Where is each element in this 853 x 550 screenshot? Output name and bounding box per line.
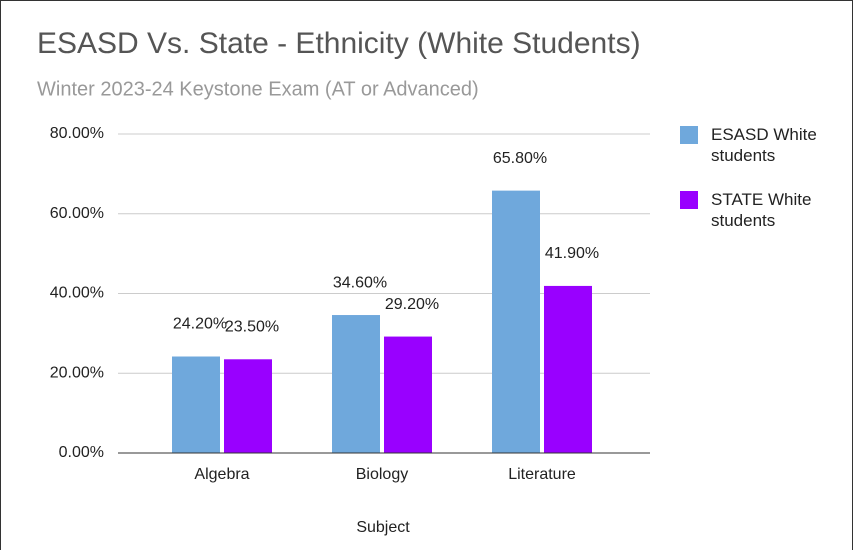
y-tick-label: 40.00%	[50, 285, 104, 302]
bar	[384, 336, 432, 453]
legend-label: STATE White students	[711, 190, 812, 230]
legend-item: ESASD White students	[680, 124, 820, 166]
y-tick-label: 60.00%	[50, 205, 104, 222]
data-label: 34.60%	[333, 274, 387, 291]
bar	[224, 359, 272, 453]
legend-label: ESASD White students	[711, 125, 817, 165]
y-tick-label: 20.00%	[50, 364, 104, 381]
bar	[332, 315, 380, 453]
x-tick-label: Biology	[356, 466, 408, 483]
data-label: 41.90%	[545, 245, 599, 262]
data-label: 24.20%	[173, 316, 227, 333]
x-tick-label: Literature	[508, 466, 576, 483]
bar	[544, 285, 592, 453]
legend-swatch	[680, 191, 698, 209]
x-axis-label: Subject	[356, 519, 410, 536]
legend-item: STATE White students	[680, 189, 820, 231]
x-tick-label: Algebra	[194, 466, 249, 483]
legend-swatch	[680, 126, 698, 144]
chart-title: ESASD Vs. State - Ethnicity (White Stude…	[37, 27, 641, 60]
data-label: 23.50%	[225, 319, 279, 336]
chart-subtitle: Winter 2023-24 Keystone Exam (AT or Adva…	[37, 78, 479, 100]
data-label: 65.80%	[493, 150, 547, 167]
bar	[172, 356, 220, 453]
y-tick-label: 80.00%	[50, 125, 104, 142]
bar	[492, 190, 540, 453]
y-tick-label: 0.00%	[59, 444, 104, 461]
data-label: 29.20%	[385, 296, 439, 313]
